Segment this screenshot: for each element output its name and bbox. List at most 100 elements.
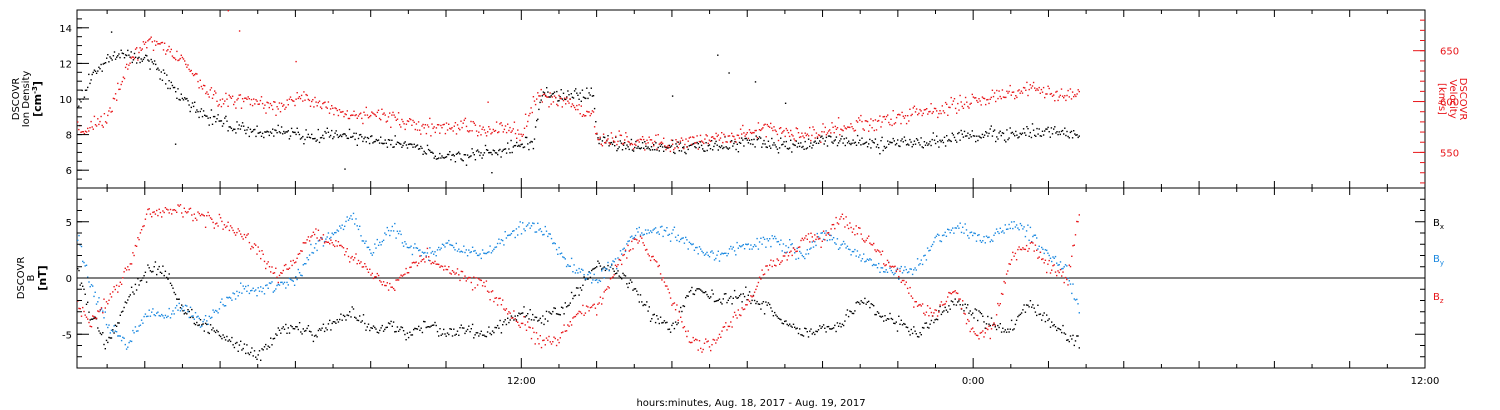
Bz-point <box>967 318 969 321</box>
Bz-point <box>952 291 954 294</box>
density-point <box>872 141 874 143</box>
density-point <box>657 146 659 149</box>
velocity-point <box>987 98 989 101</box>
density-point <box>358 134 361 136</box>
density-point <box>539 101 541 104</box>
Bx-point <box>1023 304 1025 306</box>
velocity-point <box>825 134 828 136</box>
Bz-point <box>792 247 795 249</box>
velocity-point <box>197 80 199 83</box>
velocity-point <box>204 85 206 87</box>
density-point <box>199 110 201 113</box>
velocity-point <box>908 120 910 122</box>
Bz-point <box>873 242 875 245</box>
Bz-point <box>288 267 291 269</box>
density-point <box>673 151 675 154</box>
density-point <box>824 140 826 142</box>
density-point <box>651 149 654 151</box>
Bx-point <box>779 318 781 320</box>
By-point <box>570 257 573 260</box>
Bx-point <box>761 302 763 305</box>
Bx-point <box>454 334 456 336</box>
By-point <box>95 303 98 305</box>
velocity-point <box>824 126 826 129</box>
By-point <box>574 272 577 274</box>
density-point <box>314 137 316 140</box>
density-point <box>868 143 870 145</box>
velocity-point <box>885 115 888 118</box>
velocity-point <box>84 130 87 132</box>
Bz-point <box>1048 259 1050 262</box>
velocity-point <box>743 132 745 134</box>
velocity-point <box>430 135 432 137</box>
Bz-point <box>280 272 282 274</box>
velocity-point <box>864 120 867 122</box>
velocity-point <box>205 92 207 95</box>
velocity-point <box>247 96 249 98</box>
density-point <box>810 142 812 144</box>
velocity-point <box>540 88 542 91</box>
Bx-point <box>240 340 242 342</box>
By-point <box>242 285 244 287</box>
Bz-point <box>959 298 961 300</box>
Bx-point <box>733 289 736 292</box>
density-point <box>751 139 753 141</box>
Bx-point <box>78 269 80 272</box>
By-point <box>459 251 461 253</box>
Bx-point <box>1028 306 1030 308</box>
velocity-point <box>903 117 906 119</box>
density-point <box>573 90 576 92</box>
density-point <box>1058 131 1060 133</box>
Bz-point <box>939 304 941 306</box>
By-point <box>466 255 469 257</box>
Bx-point <box>184 312 187 314</box>
Bz-point <box>196 219 198 221</box>
Bx-point <box>685 296 687 299</box>
velocity-point <box>803 137 805 139</box>
Bz-point <box>860 233 862 235</box>
Bx-point <box>880 316 882 318</box>
density-point <box>230 127 233 129</box>
Bz-point <box>351 255 353 258</box>
Bz-point <box>469 276 471 279</box>
Bx-point <box>677 322 679 324</box>
Bx-point <box>772 315 775 317</box>
velocity-point <box>1060 88 1063 90</box>
By-point <box>540 230 543 233</box>
Bz-point <box>326 241 328 243</box>
Bz-point <box>602 297 604 300</box>
Bz-point <box>863 240 865 242</box>
By-point <box>253 290 256 292</box>
velocity-point <box>609 143 611 145</box>
By-point <box>657 231 659 233</box>
By-point <box>288 277 291 280</box>
velocity-point <box>286 99 288 101</box>
Bx-point <box>231 336 233 339</box>
By-point <box>664 230 667 232</box>
velocity-point <box>553 95 556 97</box>
density-point <box>822 137 824 140</box>
By-point <box>834 242 836 244</box>
density-point <box>797 142 800 144</box>
By-point <box>992 240 994 242</box>
Bx-point <box>286 332 288 334</box>
Bx-point <box>883 320 885 322</box>
By-point <box>90 284 93 286</box>
velocity-point <box>637 139 639 141</box>
Bz-point <box>344 254 346 256</box>
velocity-point <box>900 122 902 125</box>
density-outlier-point <box>671 95 674 97</box>
velocity-point <box>91 126 93 128</box>
Bx-point <box>900 319 902 321</box>
density-point <box>580 100 582 102</box>
Bx-point <box>490 333 493 336</box>
Bx-point <box>1033 307 1035 309</box>
Bz-point <box>852 228 855 230</box>
velocity-point <box>279 111 282 113</box>
By-point <box>481 249 484 251</box>
Bx-point <box>350 316 352 318</box>
velocity-point <box>326 107 328 109</box>
Bx-point <box>311 334 313 336</box>
Bx-point <box>236 341 238 344</box>
By-point <box>455 242 457 245</box>
